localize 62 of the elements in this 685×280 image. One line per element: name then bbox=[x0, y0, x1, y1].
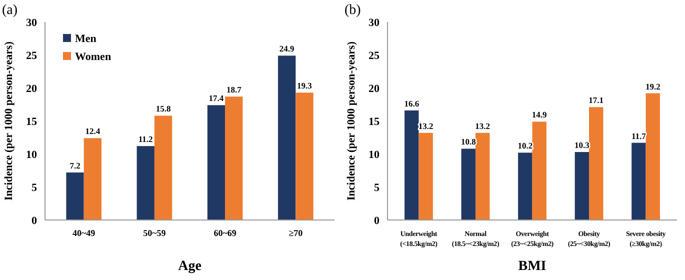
y-tick-label: 15 bbox=[368, 116, 380, 128]
data-label: 15.8 bbox=[156, 104, 171, 114]
bar bbox=[404, 110, 419, 220]
x-tick-label: ≥70 bbox=[288, 228, 304, 238]
bar bbox=[461, 148, 476, 220]
y-tick-label: 20 bbox=[26, 82, 38, 95]
bar bbox=[518, 152, 532, 220]
data-label: 10.8 bbox=[460, 136, 476, 147]
bar bbox=[589, 107, 604, 220]
y-tick-label: 0 bbox=[32, 214, 38, 227]
y-tick-label: 15 bbox=[26, 116, 38, 128]
data-label: 13.2 bbox=[475, 120, 490, 131]
legend-label: Women bbox=[75, 51, 112, 63]
bar bbox=[632, 142, 646, 220]
bar bbox=[136, 146, 154, 220]
y-tick-label: 30 bbox=[368, 16, 380, 29]
bar bbox=[154, 116, 172, 220]
y-tick-label: 5 bbox=[374, 182, 380, 194]
data-label: 17.1 bbox=[588, 95, 604, 106]
x-axis-title: Age bbox=[178, 259, 202, 274]
y-tick-label: 10 bbox=[368, 148, 380, 161]
data-label: 19.3 bbox=[297, 80, 312, 91]
bar bbox=[207, 105, 226, 220]
y-tick-label: 5 bbox=[32, 182, 38, 194]
bar bbox=[418, 132, 433, 220]
bar bbox=[296, 92, 314, 220]
x-tick-label: 50~59 bbox=[143, 228, 166, 238]
bar bbox=[475, 132, 490, 220]
y-tick-label: 25 bbox=[368, 50, 380, 62]
y-axis-title: Incidence (per 1000 person-years) bbox=[3, 41, 15, 200]
bar bbox=[66, 172, 84, 220]
bar bbox=[278, 56, 296, 220]
y-axis-title: Incidence (per 1000 person-years) bbox=[346, 41, 358, 200]
data-label: 19.2 bbox=[645, 81, 660, 92]
y-tick-label: 25 bbox=[26, 50, 38, 62]
y-tick-label: 20 bbox=[368, 82, 380, 95]
data-label: 7.2 bbox=[70, 160, 80, 170]
x-tick-label: 40~49 bbox=[72, 228, 96, 238]
data-label: 16.6 bbox=[404, 98, 420, 108]
bar bbox=[225, 96, 243, 220]
bar bbox=[84, 138, 102, 220]
x-axis-title: BMI bbox=[518, 259, 546, 274]
data-label: 13.2 bbox=[418, 120, 434, 131]
data-label: 10.3 bbox=[574, 140, 590, 150]
data-label: 11.2 bbox=[138, 134, 153, 144]
y-tick-label: 10 bbox=[26, 148, 38, 161]
x-tick-label: 60~69 bbox=[214, 228, 237, 238]
data-label: 24.9 bbox=[279, 44, 294, 54]
legend-label: Men bbox=[75, 33, 96, 45]
data-label: 17.4 bbox=[208, 93, 224, 104]
chart-title: (b) bbox=[344, 3, 362, 18]
bar bbox=[574, 152, 590, 220]
chart-title: (a) bbox=[2, 3, 18, 18]
data-label: 14.9 bbox=[532, 110, 547, 120]
data-label: 10.2 bbox=[518, 140, 533, 151]
bar bbox=[646, 93, 660, 220]
data-label: 18.7 bbox=[226, 84, 242, 95]
data-label: 12.4 bbox=[85, 126, 101, 136]
y-tick-label: 30 bbox=[26, 16, 38, 29]
y-tick-label: 0 bbox=[374, 214, 380, 227]
data-label: 11.7 bbox=[631, 130, 647, 141]
bar bbox=[532, 122, 546, 220]
